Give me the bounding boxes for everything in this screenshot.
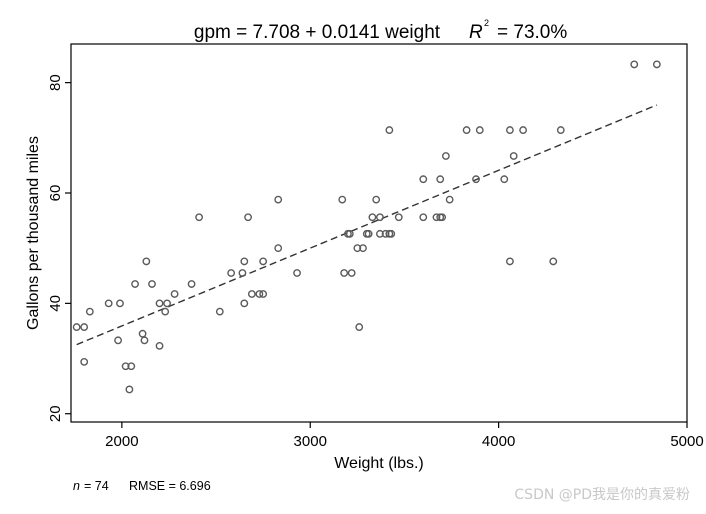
data-point	[163, 299, 171, 308]
y-axis-ticks: 20 40 60 80	[47, 74, 71, 422]
data-point	[438, 213, 447, 222]
data-point	[475, 126, 484, 134]
data-point	[259, 290, 268, 298]
data-point	[80, 323, 89, 331]
data-point	[506, 126, 514, 134]
data-point	[419, 175, 428, 184]
x-tick-label: 2000	[105, 433, 138, 450]
data-point	[247, 290, 256, 298]
x-tick-label: 3000	[294, 433, 327, 450]
note-n-label: n	[73, 479, 80, 493]
data-point	[506, 257, 514, 266]
data-point	[355, 323, 364, 331]
data-point	[441, 152, 450, 160]
data-point	[127, 362, 136, 371]
chart-title-r2-symbol: R	[469, 22, 483, 43]
y-tick-label: 60	[47, 185, 64, 202]
data-point	[500, 175, 509, 184]
data-point	[394, 213, 403, 222]
x-axis-label: Weight (lbs.)	[334, 455, 424, 472]
data-point	[155, 341, 164, 350]
data-point	[244, 213, 252, 222]
data-point	[556, 126, 565, 134]
fit-line-group	[76, 104, 658, 346]
y-tick-label: 20	[47, 405, 64, 422]
data-point	[116, 299, 124, 308]
data-point	[170, 290, 179, 298]
data-point	[387, 229, 396, 238]
data-point	[238, 269, 247, 277]
data-point	[80, 357, 89, 366]
data-point	[345, 229, 354, 238]
data-point	[161, 307, 170, 316]
data-point	[138, 329, 147, 338]
data-point	[140, 336, 149, 345]
data-point	[104, 299, 113, 308]
data-point	[293, 269, 301, 277]
data-point	[372, 195, 381, 204]
data-point	[195, 213, 203, 222]
data-point	[519, 126, 528, 134]
data-point	[432, 213, 441, 222]
chart-title-r2-value: = 73.0%	[497, 22, 567, 43]
data-point	[148, 280, 156, 288]
y-axis-label: Gallons per thousand miles	[25, 136, 42, 330]
note-rmse: RMSE = 6.696	[129, 479, 211, 493]
data-point	[353, 244, 362, 253]
data-point	[215, 307, 224, 316]
data-point	[114, 336, 122, 345]
data-point	[274, 195, 283, 204]
data-point	[259, 257, 268, 266]
data-point	[187, 280, 196, 288]
chart-title-r2-exponent: 2	[484, 18, 489, 28]
data-point	[121, 362, 130, 371]
data-point	[227, 269, 236, 277]
data-point	[376, 213, 384, 222]
data-point	[359, 244, 367, 253]
data-point	[376, 229, 384, 238]
data-point	[436, 175, 445, 184]
data-point	[385, 126, 394, 134]
y-tick-label: 80	[47, 74, 64, 91]
chart-title-equation: gpm = 7.708 + 0.0141 weight	[194, 22, 441, 43]
data-point	[142, 257, 151, 266]
data-point	[155, 299, 164, 308]
data-point	[381, 229, 390, 238]
data-point	[340, 269, 349, 277]
data-point	[462, 126, 471, 134]
data-point	[630, 60, 639, 69]
data-point	[255, 290, 264, 298]
data-point	[274, 244, 283, 253]
y-tick-label: 40	[47, 295, 64, 312]
note-n-value: = 74	[84, 479, 109, 493]
data-point	[240, 257, 249, 266]
data-point	[549, 257, 558, 266]
x-tick-label: 5000	[670, 433, 703, 450]
data-point	[419, 213, 428, 222]
x-axis-ticks: 2000 3000 4000 5000	[105, 422, 704, 450]
data-point	[652, 60, 661, 69]
data-point	[364, 229, 373, 238]
data-point	[240, 299, 249, 308]
data-points	[72, 60, 661, 394]
data-point	[347, 269, 356, 277]
data-point	[72, 323, 81, 331]
data-point	[445, 195, 454, 204]
data-point	[368, 213, 377, 222]
fit-line	[76, 104, 658, 346]
data-point	[125, 385, 134, 394]
data-point	[472, 175, 480, 184]
data-point	[131, 280, 139, 288]
plot-frame	[70, 43, 688, 423]
watermark-text: CSDN @PD我是你的真爱粉	[514, 487, 690, 503]
data-point	[85, 307, 94, 316]
data-point	[338, 195, 347, 204]
data-point	[509, 152, 518, 160]
x-tick-label: 4000	[482, 433, 515, 450]
